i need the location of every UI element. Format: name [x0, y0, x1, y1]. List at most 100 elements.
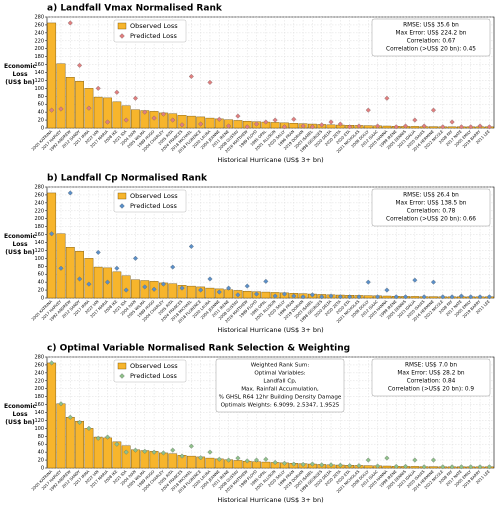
bar — [429, 466, 438, 469]
y-tick-label: 160 — [34, 62, 44, 68]
marker — [123, 117, 129, 123]
marker — [105, 279, 111, 285]
bar — [93, 436, 103, 469]
bar — [103, 437, 112, 469]
marker — [123, 287, 129, 293]
marker — [356, 463, 362, 469]
weights-line: Max. Rainfall Accumulation, — [241, 387, 319, 393]
marker — [77, 276, 83, 282]
bar — [261, 291, 271, 299]
bar — [410, 466, 420, 469]
panel-title: c) Optimal Variable Normalised Rank Sele… — [47, 344, 350, 354]
marker — [328, 119, 334, 125]
bar — [131, 279, 140, 299]
weights-line: Optimal Variables: — [254, 371, 305, 377]
legend-swatch — [119, 203, 125, 209]
legend-swatch — [117, 362, 127, 370]
marker — [114, 265, 120, 271]
stats-line: RMSE: US$ 35.6 bn — [403, 23, 459, 29]
y-tick-label: 280 — [34, 15, 44, 21]
bar — [205, 117, 215, 129]
legend-box — [113, 189, 187, 213]
stats-line: RMSE: US$ 26.4 bn — [403, 193, 459, 199]
bar — [205, 457, 215, 469]
marker — [412, 457, 418, 463]
marker — [309, 461, 315, 467]
marker — [468, 294, 474, 300]
y-tick-label: 280 — [34, 185, 44, 191]
marker — [151, 286, 157, 292]
bar — [93, 266, 103, 299]
marker — [170, 447, 176, 453]
y-tick-label: 280 — [34, 355, 44, 361]
marker — [300, 461, 306, 467]
marker — [458, 293, 464, 299]
marker — [440, 294, 446, 300]
x-axis-label: Historical Hurricane (US$ 3+ bn) — [217, 496, 323, 504]
bar — [289, 123, 299, 129]
legend-swatch — [117, 22, 127, 30]
marker — [198, 455, 204, 461]
stats-line: Correlation (>US$ 20 bn): 0.9 — [388, 387, 475, 393]
bar — [252, 461, 261, 469]
bar — [270, 122, 280, 129]
marker — [319, 122, 325, 128]
legend-box — [113, 19, 187, 43]
marker — [207, 449, 213, 455]
bar — [47, 192, 57, 299]
marker — [95, 85, 101, 91]
y-tick-label: 180 — [34, 224, 44, 230]
stats-box — [371, 188, 491, 227]
y-tick-label: 220 — [34, 378, 44, 384]
bar — [186, 115, 196, 129]
marker — [105, 119, 111, 125]
marker — [58, 401, 64, 407]
y-tick-label: 20 — [38, 458, 44, 464]
y-tick-label: 60 — [38, 272, 44, 278]
y-axis-label: Economic — [4, 403, 36, 410]
marker — [49, 107, 55, 113]
marker — [216, 456, 222, 462]
marker — [114, 89, 120, 95]
y-tick-label: 0 — [41, 466, 44, 472]
weights-line: Weighted Rank Sum: — [251, 363, 310, 369]
marker — [440, 464, 446, 470]
panel-title: b) Landfall Cp Normalised Rank — [47, 174, 208, 184]
marker — [244, 283, 250, 289]
y-tick-label: 0 — [41, 296, 44, 302]
marker — [449, 464, 455, 470]
y-tick-label: 220 — [34, 38, 44, 44]
bar — [56, 403, 66, 469]
y-tick-label: 20 — [38, 288, 44, 294]
legend-label: Predicted Loss — [130, 32, 177, 40]
bar — [363, 465, 373, 469]
marker — [384, 455, 390, 461]
marker — [375, 294, 381, 300]
marker — [67, 20, 73, 26]
bar — [93, 96, 103, 129]
marker — [58, 106, 64, 112]
marker — [179, 453, 185, 459]
marker — [281, 460, 287, 466]
bar — [363, 125, 373, 129]
bar — [168, 453, 178, 469]
stats-line: Max Error: US$ 138.5 bn — [396, 201, 467, 207]
legend-swatch — [119, 33, 125, 39]
stats-line: Correlation: 0.78 — [407, 209, 456, 215]
marker — [393, 294, 399, 300]
marker — [86, 425, 92, 431]
marker — [142, 109, 148, 115]
y-tick-label: 80 — [38, 434, 44, 440]
y-tick-label: 240 — [34, 30, 44, 36]
marker — [365, 279, 371, 285]
y-tick-label: 40 — [38, 280, 44, 286]
stats-line: Correlation (>US$ 20 bn): 0.45 — [386, 47, 476, 53]
marker — [160, 281, 166, 287]
marker — [458, 124, 464, 130]
marker — [421, 464, 427, 470]
bar — [168, 283, 178, 299]
marker — [216, 289, 222, 295]
bar — [186, 285, 196, 299]
marker — [458, 464, 464, 470]
